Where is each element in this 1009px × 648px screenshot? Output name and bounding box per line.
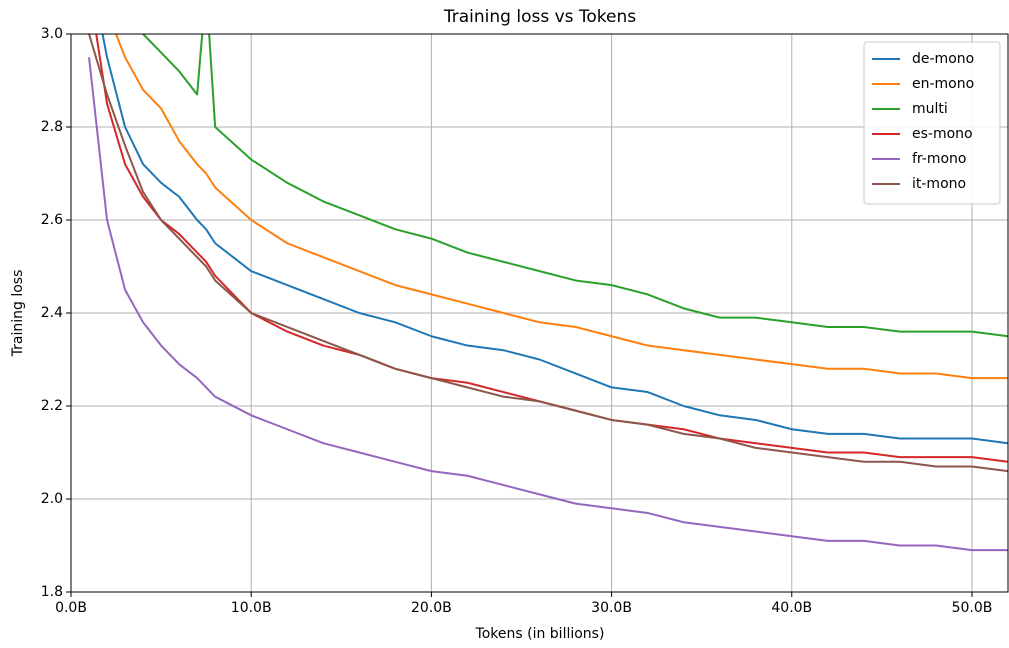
- line-series: [101, 34, 1008, 445]
- legend-box: [863, 41, 1001, 205]
- legend-label: en-mono: [912, 76, 974, 92]
- legend-label: fr-mono: [912, 151, 966, 167]
- line-series: [95, 34, 1008, 463]
- x-tick-label: 0.0B: [55, 600, 87, 616]
- y-tick-label: 2.8: [41, 119, 63, 135]
- legend-label: de-mono: [912, 51, 974, 67]
- plot-frame: [70, 33, 1009, 593]
- y-tick-label: 2.6: [41, 212, 63, 228]
- x-axis-label: Tokens (in billions): [475, 626, 605, 642]
- y-tick-label: 1.8: [41, 584, 63, 600]
- line-series: [142, 34, 1008, 338]
- legend-label: multi: [912, 101, 948, 117]
- x-tick-label: 10.0B: [231, 600, 272, 616]
- x-tick-label: 20.0B: [411, 600, 452, 616]
- plot-area: [88, 34, 1008, 552]
- x-tick-label: 40.0B: [771, 600, 812, 616]
- legend-label: it-mono: [912, 176, 966, 192]
- legend-label: es-mono: [912, 126, 973, 142]
- y-tick-label: 2.0: [41, 491, 63, 507]
- y-tick-label: 2.2: [41, 398, 63, 414]
- line-series: [88, 34, 1008, 473]
- line-series: [88, 57, 1008, 552]
- y-tick-label: 3.0: [41, 26, 63, 42]
- chart-title: Training loss vs Tokens: [443, 7, 636, 27]
- y-axis-label: Training loss: [10, 270, 26, 358]
- x-tick-label: 50.0B: [952, 600, 993, 616]
- y-tick-label: 2.4: [41, 305, 63, 321]
- line-series: [114, 34, 1008, 380]
- x-tick-label: 30.0B: [591, 600, 632, 616]
